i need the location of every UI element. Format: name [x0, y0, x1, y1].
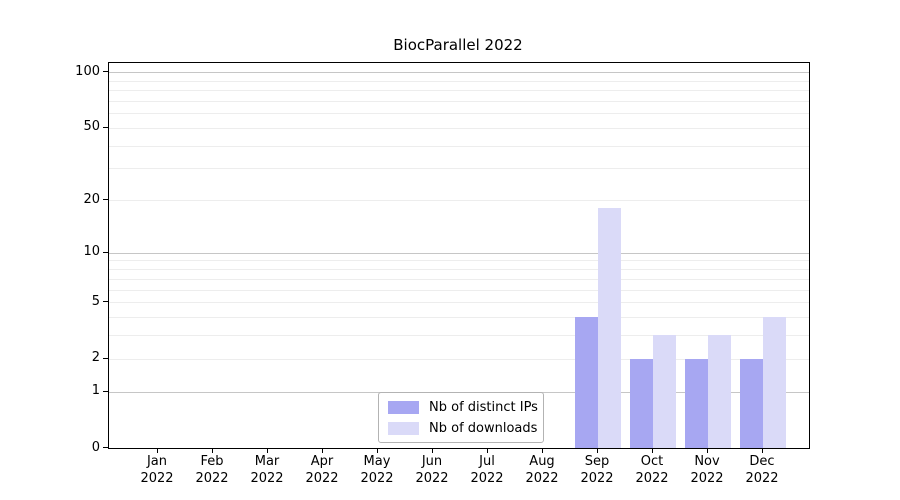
y-gridline-minor	[109, 168, 809, 170]
y-tick-label: 0	[91, 439, 100, 455]
x-tick-label: Apr 2022	[305, 454, 339, 486]
y-gridline-minor	[109, 80, 809, 82]
legend-label-distinct-ips: Nb of distinct IPs	[429, 399, 538, 415]
y-tick-label: 10	[83, 244, 100, 260]
x-tick-label: Jun 2022	[415, 454, 449, 486]
y-gridline-minor	[109, 335, 809, 337]
bar-distinct-ips-nov	[685, 358, 708, 448]
y-tick-mark	[103, 357, 108, 359]
y-gridline-minor	[109, 113, 809, 115]
y-tick-mark	[103, 251, 108, 253]
legend-item-distinct-ips: Nb of distinct IPs	[388, 400, 538, 415]
y-tick-mark	[103, 71, 108, 72]
y-gridline-minor	[109, 302, 809, 303]
legend-swatch-downloads	[388, 421, 419, 435]
y-tick-mark	[103, 447, 108, 448]
y-gridline-minor	[109, 316, 809, 318]
x-tick-mark	[707, 448, 708, 453]
y-gridline-minor	[109, 269, 809, 270]
bar-downloads-sep	[598, 208, 621, 448]
legend: Nb of distinct IPs Nb of downloads	[378, 392, 544, 443]
chart-title: BiocParallel 2022	[393, 36, 523, 54]
x-tick-mark	[487, 448, 488, 453]
y-tick-mark	[103, 301, 108, 302]
x-tick-label: Aug 2022	[525, 454, 559, 486]
y-gridline-minor	[109, 358, 809, 360]
y-gridline-minor	[109, 100, 809, 102]
x-tick-mark	[212, 448, 213, 453]
y-tick-mark	[103, 199, 108, 200]
x-tick-mark	[652, 448, 653, 453]
x-tick-label: Jul 2022	[470, 454, 504, 486]
legend-item-downloads: Nb of downloads	[388, 420, 538, 436]
y-tick-mark	[103, 126, 108, 128]
y-gridline-minor	[109, 278, 809, 280]
x-tick-mark	[542, 448, 543, 453]
x-tick-mark	[432, 448, 433, 453]
x-tick-mark	[597, 448, 598, 453]
y-tick-label: 20	[83, 191, 100, 207]
y-tick-mark	[103, 390, 108, 392]
bar-distinct-ips-dec	[740, 358, 763, 448]
x-tick-mark	[157, 448, 158, 453]
y-gridline-major	[109, 252, 809, 254]
y-tick-label: 1	[91, 383, 100, 398]
x-tick-label: May 2022	[360, 454, 394, 486]
x-tick-label: Sep 2022	[580, 454, 614, 486]
y-gridline-minor	[109, 145, 809, 147]
bar-distinct-ips-oct	[630, 358, 653, 448]
x-tick-label: Nov 2022	[690, 454, 724, 486]
x-tick-mark	[322, 448, 323, 453]
bar-distinct-ips-sep	[575, 316, 598, 448]
y-gridline-major	[109, 72, 809, 73]
x-tick-mark	[267, 448, 268, 453]
y-gridline-minor	[109, 289, 809, 291]
x-tick-label: Mar 2022	[250, 454, 284, 486]
bar-downloads-dec	[763, 316, 786, 448]
plot-grid-and-bars	[109, 63, 809, 448]
x-tick-label: Dec 2022	[745, 454, 779, 486]
x-tick-label: Oct 2022	[635, 454, 669, 486]
x-tick-mark	[762, 448, 763, 453]
x-tick-label: Jan 2022	[140, 454, 174, 486]
bar-downloads-oct	[653, 335, 676, 448]
y-gridline-minor	[109, 127, 809, 129]
legend-label-downloads: Nb of downloads	[429, 420, 538, 436]
y-gridline-minor	[109, 260, 809, 262]
x-tick-mark	[377, 448, 378, 453]
y-tick-label: 100	[75, 63, 100, 79]
y-tick-label: 2	[91, 350, 100, 365]
x-tick-label: Feb 2022	[195, 454, 229, 486]
plot-area: Nb of distinct IPs Nb of downloads	[108, 62, 810, 449]
y-gridline-minor	[109, 90, 809, 91]
y-tick-label: 50	[83, 119, 100, 135]
bar-downloads-nov	[708, 335, 731, 448]
legend-swatch-distinct-ips	[388, 400, 419, 414]
y-tick-label: 5	[91, 293, 100, 309]
y-gridline-minor	[109, 200, 809, 201]
